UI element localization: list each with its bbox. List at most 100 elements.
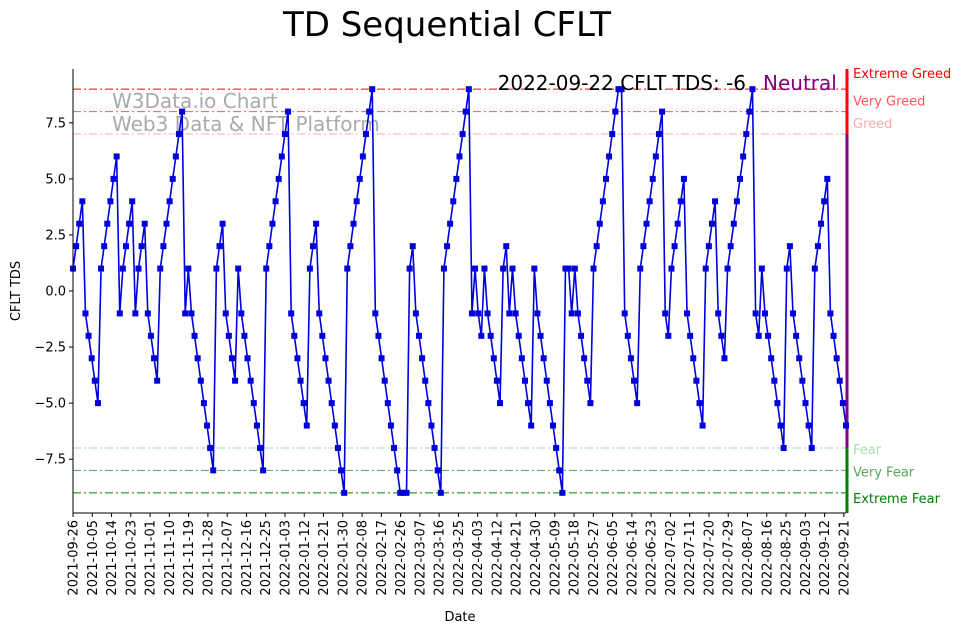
data-point (668, 265, 675, 272)
data-point (253, 422, 260, 429)
x-tick-label: 2022-01-12 (298, 520, 313, 596)
data-point (774, 400, 781, 407)
data-point (487, 332, 494, 339)
data-point (163, 220, 170, 227)
data-point (612, 108, 619, 115)
x-tick-label: 2022-04-21 (510, 520, 525, 596)
data-point (338, 467, 345, 474)
zone-label-greed: Greed (853, 117, 892, 132)
x-tick-label: 2021-12-16 (240, 520, 255, 596)
data-point (506, 310, 513, 317)
y-tick-label: −5.0 (34, 397, 66, 412)
data-point (188, 310, 195, 317)
data-point (144, 310, 151, 317)
data-point (172, 153, 179, 160)
status-label: 2022-09-22 CFLT TDS: -6 (498, 71, 746, 95)
data-point (693, 377, 700, 384)
x-tick-label: 2022-06-05 (606, 520, 621, 596)
data-point (300, 400, 307, 407)
data-point (369, 86, 376, 93)
data-point (79, 198, 86, 205)
data-point (88, 355, 95, 362)
data-point (225, 332, 232, 339)
data-point (362, 131, 369, 138)
data-point (631, 377, 638, 384)
data-point (737, 175, 744, 182)
data-point (839, 400, 846, 407)
x-tick-label: 2022-03-07 (413, 520, 428, 596)
data-point (394, 467, 401, 474)
data-point (599, 198, 606, 205)
data-point (562, 265, 569, 272)
data-point (518, 355, 525, 362)
data-point (765, 332, 772, 339)
x-tick-label: 2022-04-30 (529, 520, 544, 596)
data-point (497, 400, 504, 407)
data-point (113, 153, 120, 160)
data-point (141, 220, 148, 227)
data-point (821, 198, 828, 205)
data-point (425, 400, 432, 407)
data-point (347, 243, 354, 250)
data-point (444, 243, 451, 250)
x-tick-label: 2022-05-27 (587, 520, 602, 596)
data-point (537, 332, 544, 339)
data-point (715, 310, 722, 317)
data-point (437, 489, 444, 496)
data-point (138, 243, 145, 250)
data-point (468, 310, 475, 317)
data-point (621, 310, 628, 317)
data-point (771, 377, 778, 384)
data-point (475, 310, 482, 317)
x-tick-label: 2022-02-26 (394, 520, 409, 596)
data-point (596, 220, 603, 227)
data-point (104, 220, 111, 227)
data-point (559, 489, 566, 496)
data-point (814, 243, 821, 250)
data-point (571, 265, 578, 272)
x-tick-label: 2021-11-28 (201, 520, 216, 596)
data-point (546, 400, 553, 407)
x-tick-label: 2021-10-23 (124, 520, 139, 596)
data-point (210, 467, 217, 474)
data-point (447, 220, 454, 227)
data-point (422, 377, 429, 384)
data-point (409, 243, 416, 250)
data-point (313, 220, 320, 227)
data-point (191, 332, 198, 339)
data-point (684, 310, 691, 317)
data-point (110, 175, 117, 182)
data-point (266, 243, 273, 250)
y-tick-label: −2.5 (34, 341, 66, 356)
data-point (624, 332, 631, 339)
data-point (581, 355, 588, 362)
y-tick-label: 2.5 (45, 228, 66, 243)
data-point (344, 265, 351, 272)
data-point (157, 265, 164, 272)
x-tick-label: 2022-09-21 (837, 520, 852, 596)
reference-lines (73, 88, 846, 494)
data-point (434, 467, 441, 474)
x-tick-label: 2022-09-03 (799, 520, 814, 596)
data-point (82, 310, 89, 317)
data-point (250, 400, 257, 407)
data-point (244, 355, 251, 362)
data-point (228, 355, 235, 362)
data-point (375, 332, 382, 339)
data-point (263, 265, 270, 272)
x-tick-label: 2022-01-30 (336, 520, 351, 596)
data-point (175, 131, 182, 138)
watermark-line2: Web3 Data & NFT Platform (112, 112, 380, 136)
x-tick-label: 2021-11-01 (144, 520, 159, 596)
data-point (207, 444, 214, 451)
data-point (743, 131, 750, 138)
data-point (216, 243, 223, 250)
data-point (94, 400, 101, 407)
data-point (281, 131, 288, 138)
data-point (135, 265, 142, 272)
data-point (328, 400, 335, 407)
data-point (200, 400, 207, 407)
x-tick-label: 2022-09-12 (818, 520, 833, 596)
data-point (712, 198, 719, 205)
